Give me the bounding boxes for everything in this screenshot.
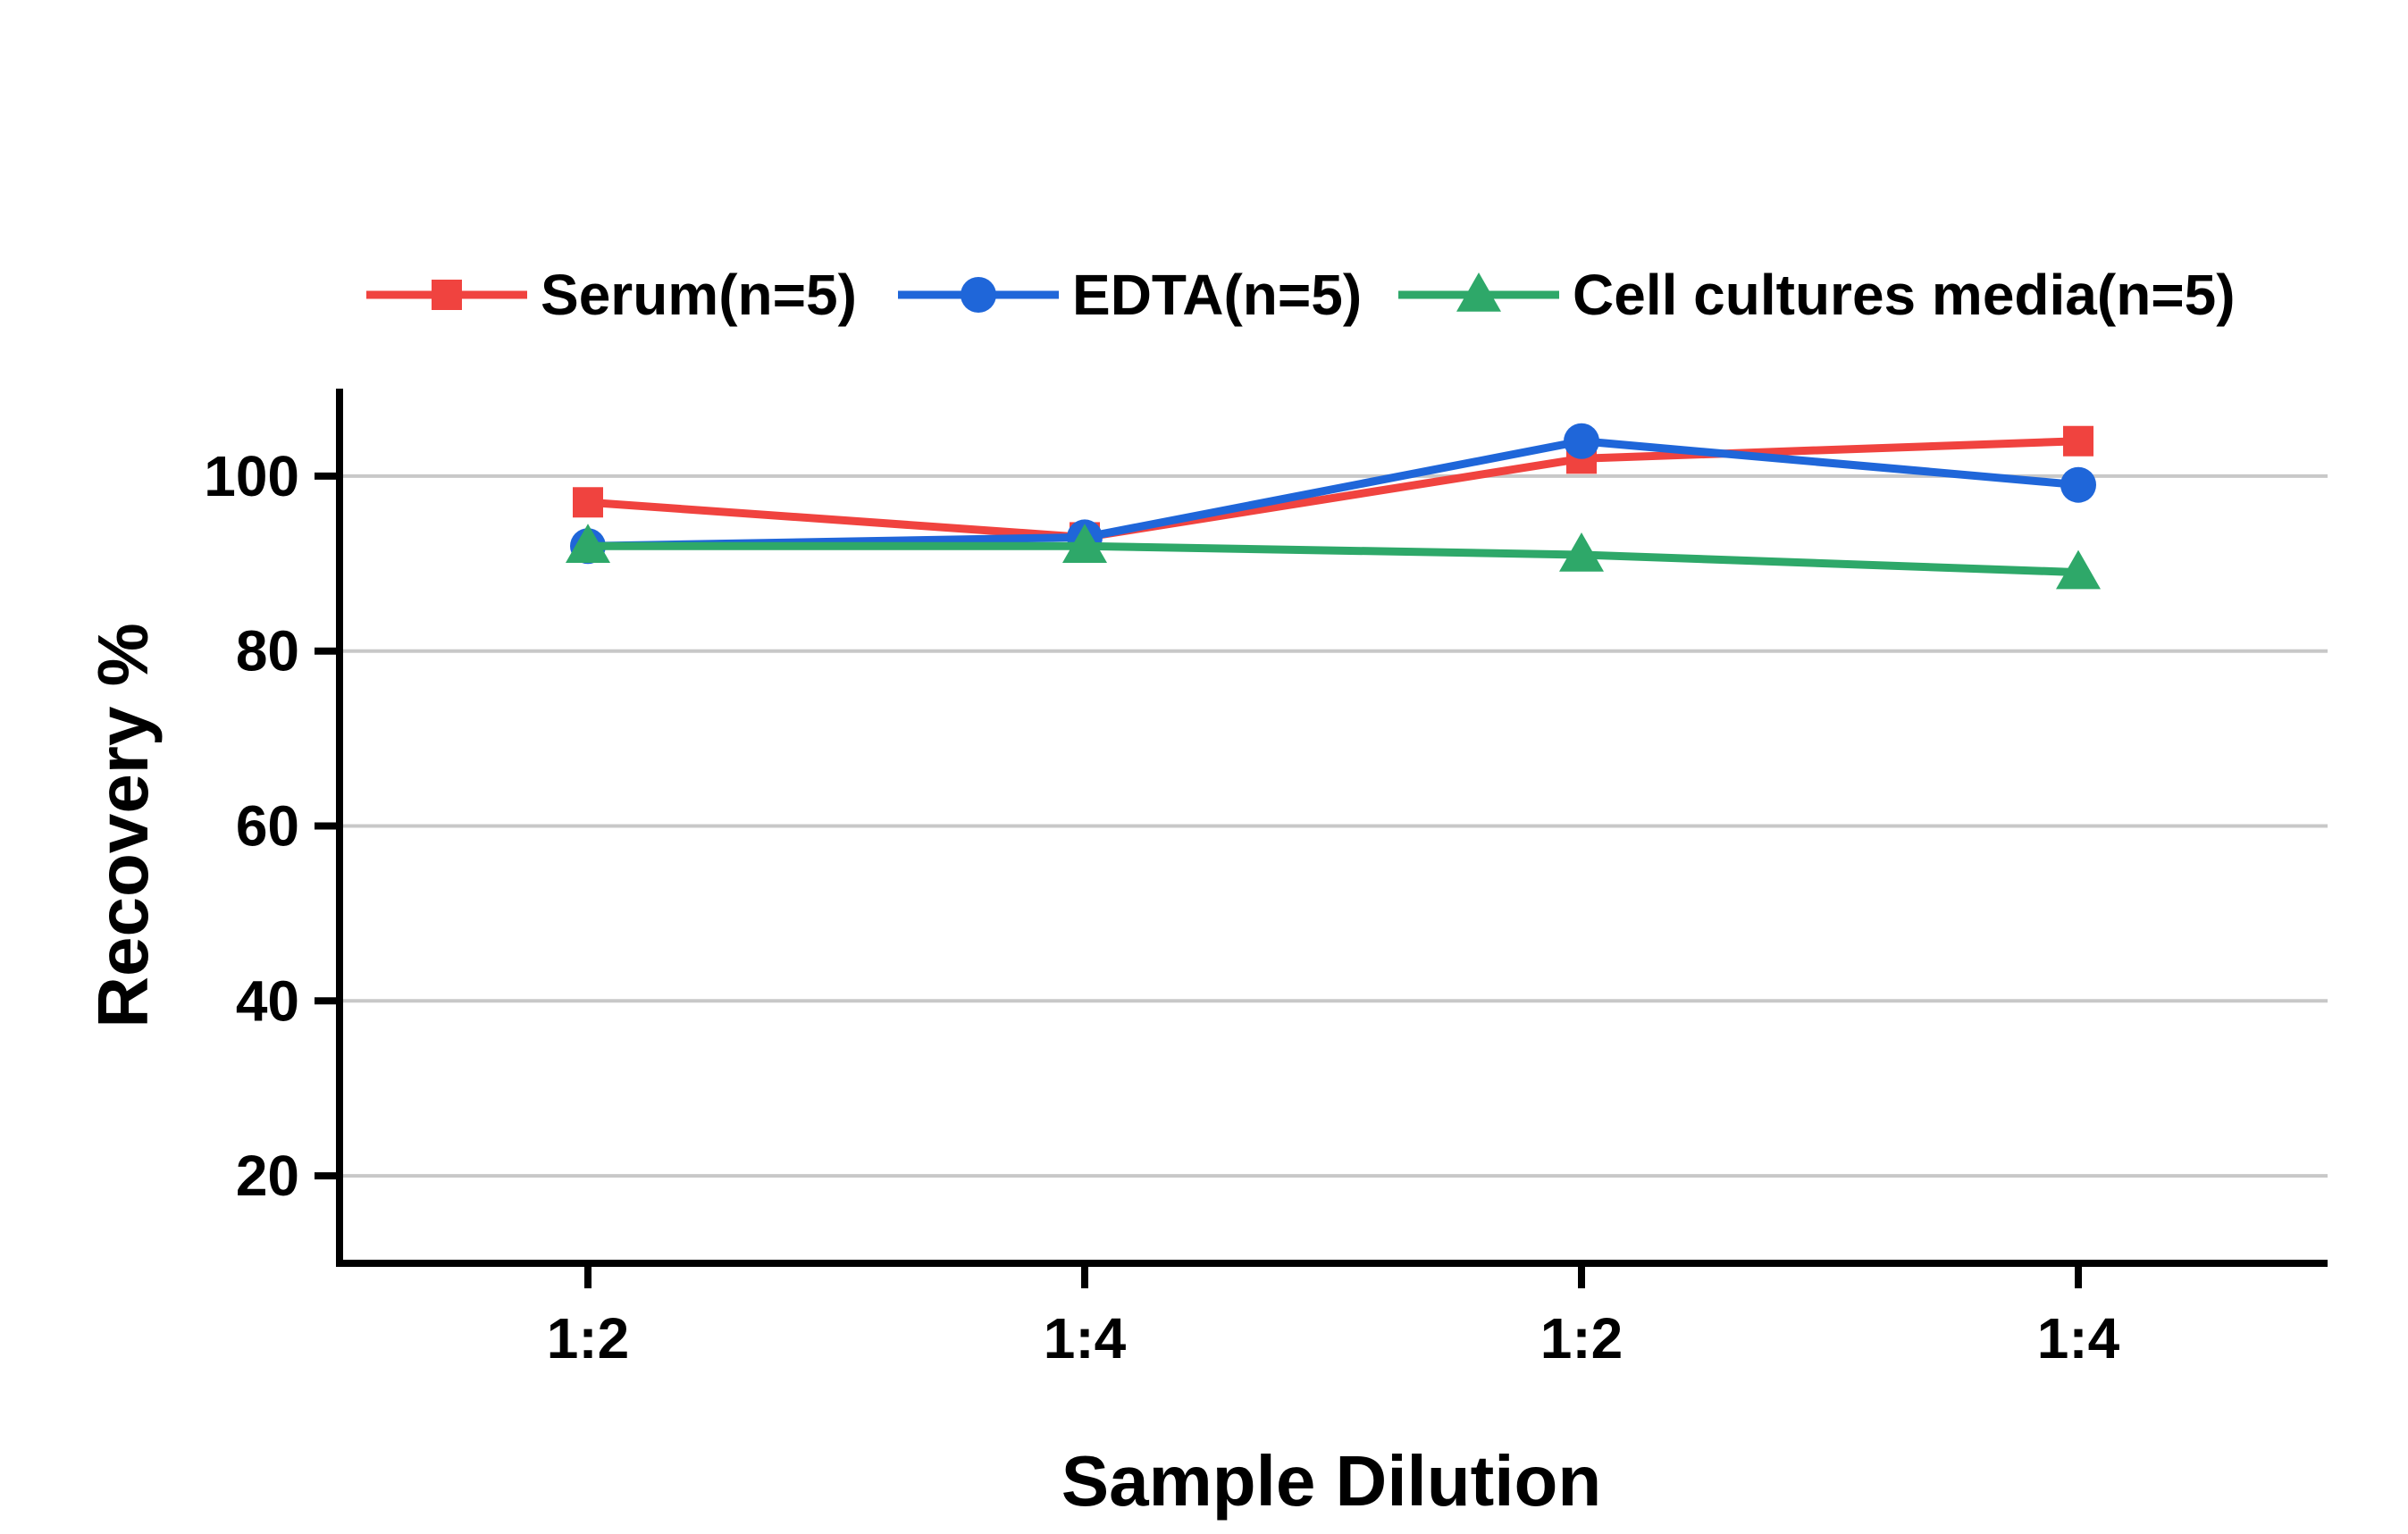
legend-label: Cell cultures media(n=5) <box>1573 263 2236 327</box>
x-tick-label: 1:2 <box>1540 1306 1624 1371</box>
series-line <box>587 437 2079 550</box>
y-tick-label: 40 <box>236 968 299 1033</box>
series-lines <box>566 423 2101 590</box>
legend-item: EDTA(n=5) <box>898 263 1362 327</box>
data-point <box>2060 466 2096 503</box>
x-ticks: 1:2 1:4 1:2 1:4 <box>547 1263 2120 1371</box>
y-tick-label: 80 <box>236 619 299 683</box>
data-point <box>1564 423 1599 459</box>
y-tick-label: 60 <box>236 794 299 859</box>
y-tick-label: 20 <box>236 1144 299 1208</box>
x-tick-label: 1:4 <box>1044 1306 1127 1371</box>
data-point <box>1559 532 1604 572</box>
legend: Serum(n=5) EDTA(n=5) Cell cultures media(n… <box>366 263 2236 327</box>
gridlines <box>340 474 2328 1178</box>
y-tick-label: 100 <box>204 444 299 508</box>
legend-marker <box>1456 272 1501 312</box>
x-axis-title: Sample Dilution <box>1061 1441 1602 1521</box>
series-line <box>588 541 2079 577</box>
data-point <box>2056 549 2101 590</box>
data-point <box>573 487 603 518</box>
data-point <box>2063 425 2093 457</box>
x-tick-label: 1:4 <box>2037 1306 2120 1371</box>
series-group <box>566 524 2101 590</box>
y-axis-title: Recovery % <box>83 623 163 1028</box>
y-ticks: 20 40 60 80 100 <box>204 444 340 1208</box>
series-line <box>587 437 2079 541</box>
legend-label: EDTA(n=5) <box>1072 263 1362 327</box>
legend-item: Cell cultures media(n=5) <box>1398 263 2236 327</box>
data-point <box>1062 524 1107 563</box>
legend-marker <box>961 277 996 313</box>
legend-item: Serum(n=5) <box>366 263 857 327</box>
x-tick-label: 1:2 <box>547 1306 630 1371</box>
data-point <box>566 524 610 563</box>
legend-marker <box>432 280 462 310</box>
legend-label: Serum(n=5) <box>541 263 857 327</box>
